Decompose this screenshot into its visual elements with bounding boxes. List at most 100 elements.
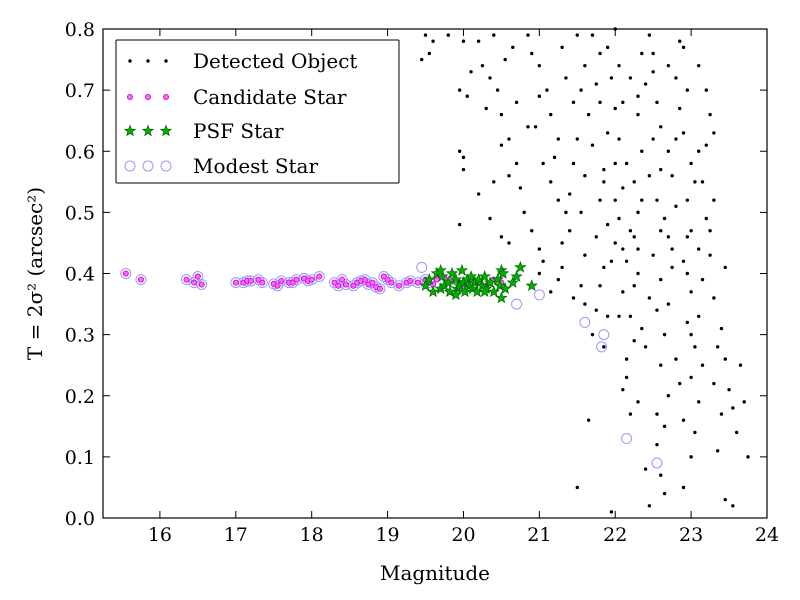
detected-object-point-103 [655,308,659,312]
detected-object-point-30 [522,210,526,215]
detected-object-point-10 [469,70,473,74]
detected-object-point-1 [431,39,435,43]
y-tick-label-0.5: 0.5 [65,202,95,224]
detected-object-point-112 [670,265,674,270]
detected-object-point-147 [712,381,716,386]
candidate-star-point-40 [414,279,421,286]
detected-object-point-93 [640,51,644,56]
detected-object-point-219 [651,51,655,56]
detected-object-point-206 [655,412,659,416]
detected-object-point-214 [621,247,625,251]
x-axis-label: Magnitude [380,561,490,585]
detected-object-point-197 [624,161,629,166]
detected-object-point-132 [689,455,693,459]
detected-object-point-19 [514,161,519,166]
candidate-star-point-0 [122,270,129,277]
detected-object-point-213 [613,198,617,202]
x-tick-label-20: 20 [451,524,475,546]
legend-label-modest-star: Modest Star [193,154,318,178]
detected-object-point-204 [624,375,629,380]
detected-object-point-6 [476,39,481,43]
detected-object-point-180 [605,314,610,318]
detected-object-point-172 [647,296,652,300]
psf-star-point-39 [434,263,447,276]
detected-object-point-182 [560,265,564,270]
candidate-star-point-11 [259,279,266,286]
y-tick-label-0.3: 0.3 [65,325,95,347]
detected-object-point-142 [712,131,716,135]
detected-object-point-202 [662,216,667,221]
modest-star-point-3 [188,277,200,289]
detected-object-point-28 [541,161,545,166]
detected-object-point-223 [685,235,690,239]
detected-object-point-90 [640,149,644,153]
detected-object-point-81 [628,314,633,318]
legend-marker-1-0 [127,94,134,101]
detected-object-point-20 [495,88,500,92]
legend-label-psf-star: PSF Star [193,119,284,143]
detected-object-point-189 [697,63,701,68]
psf-star-point-40 [449,288,463,301]
detected-object-point-95 [651,70,655,74]
detected-object-point-69 [609,76,614,80]
detected-object-point-38 [537,247,542,251]
detected-object-point-35 [499,235,504,239]
detected-object-point-40 [537,271,542,276]
detected-object-point-82 [632,339,636,343]
modest-star-point-37 [393,280,405,292]
psf-star-series [419,260,538,304]
modest-star-point-0 [120,268,132,279]
detected-object-point-125 [681,259,686,263]
detected-object-point-198 [659,125,663,129]
detected-object-point-49 [564,76,568,80]
detected-object-point-111 [666,302,671,306]
candidate-star-point-25 [342,281,349,288]
detected-object-point-54 [586,112,591,117]
detected-object-point-7 [492,33,496,37]
modest-star-point-34 [378,271,390,283]
detected-object-point-124 [689,229,693,233]
x-tick-label-16: 16 [148,524,172,546]
detected-object-point-14 [484,106,488,111]
detected-object-point-44 [564,210,568,215]
detected-object-point-3 [427,51,432,56]
detected-object-point-120 [685,88,690,92]
detected-object-point-169 [545,88,549,92]
legend-marker-0-0 [128,59,132,63]
detected-object-point-87 [636,247,640,251]
detected-object-point-161 [602,345,606,349]
detected-object-point-73 [621,100,625,105]
detected-object-point-118 [674,76,678,80]
x-tick-label-21: 21 [527,524,551,546]
detected-object-point-94 [647,33,652,37]
detected-object-point-113 [666,235,671,239]
detected-object-point-152 [731,406,735,410]
candidate-star-point-24 [339,276,346,283]
candidate-star-point-36 [388,279,395,286]
psf-star-point-8 [443,285,456,298]
detected-object-point-144 [708,253,712,257]
detected-object-point-37 [530,229,534,233]
modest-star-point-46 [579,316,591,328]
psf-star-point-1 [423,273,436,285]
candidate-star-point-31 [369,279,376,286]
detected-object-point-22 [511,45,515,50]
detected-object-point-59 [579,284,583,288]
detected-object-point-110 [662,491,667,496]
detected-object-point-2 [420,57,424,62]
detected-object-point-192 [598,51,602,56]
detected-object-point-201 [670,247,674,251]
detected-object-point-187 [647,174,652,178]
psf-star-point-34 [510,270,523,282]
detected-object-point-25 [537,63,542,68]
detected-object-point-188 [636,271,640,276]
detected-object-point-210 [685,271,690,276]
detected-object-point-16 [499,112,504,117]
detected-object-point-109 [659,473,663,477]
x-tick-label-19: 19 [375,524,399,546]
detected-object-point-184 [556,198,561,202]
detected-object-point-5 [461,39,466,43]
x-tick-label-24: 24 [755,524,779,546]
detected-object-point-24 [530,51,534,56]
detected-object-point-64 [594,235,598,239]
